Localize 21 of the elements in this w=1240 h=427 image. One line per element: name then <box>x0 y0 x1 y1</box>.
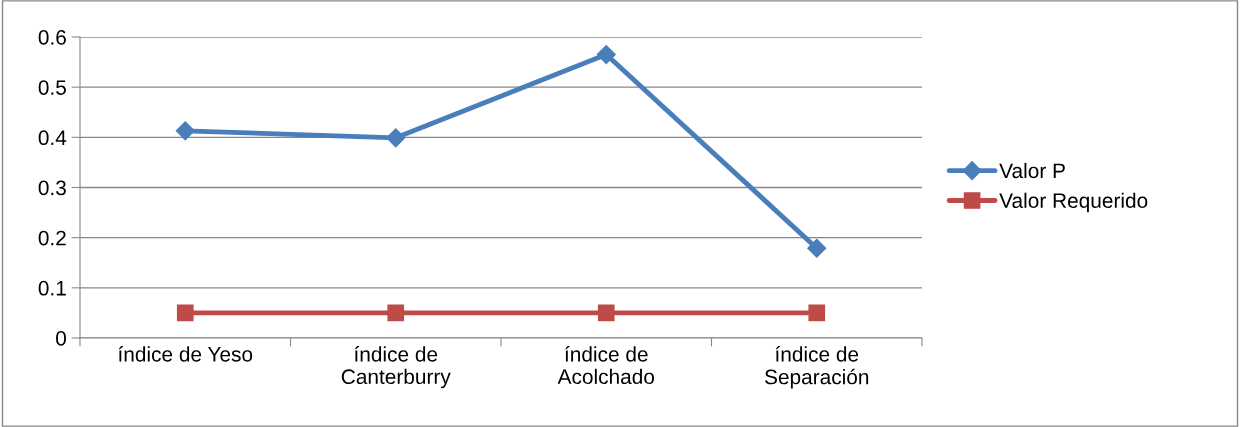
point <box>597 304 615 322</box>
legend-label: Valor Requerido <box>999 192 1148 213</box>
y-tick-label: 0 <box>56 331 66 346</box>
point <box>808 304 826 322</box>
x-tick-label: índice de Yeso <box>118 346 253 362</box>
y-tick-label: 0.5 <box>38 80 66 95</box>
y-tick-label: 0.6 <box>38 30 66 45</box>
point <box>176 304 194 322</box>
y-tick-label: 0.4 <box>38 130 67 146</box>
x-tick-label: índice de Acolchado <box>557 346 655 385</box>
point <box>175 121 195 141</box>
x-tick-label: índice de Canterburry <box>341 346 451 389</box>
point <box>596 45 616 65</box>
x-tick-label: índice de Separación <box>765 346 869 389</box>
point <box>807 238 827 258</box>
legend-label: Valor P <box>999 162 1065 179</box>
y-tick-label: 0.3 <box>38 180 66 196</box>
point <box>387 304 405 322</box>
point <box>386 128 406 148</box>
y-tick-label: 0.1 <box>38 280 66 296</box>
y-tick-label: 0.2 <box>38 230 66 246</box>
